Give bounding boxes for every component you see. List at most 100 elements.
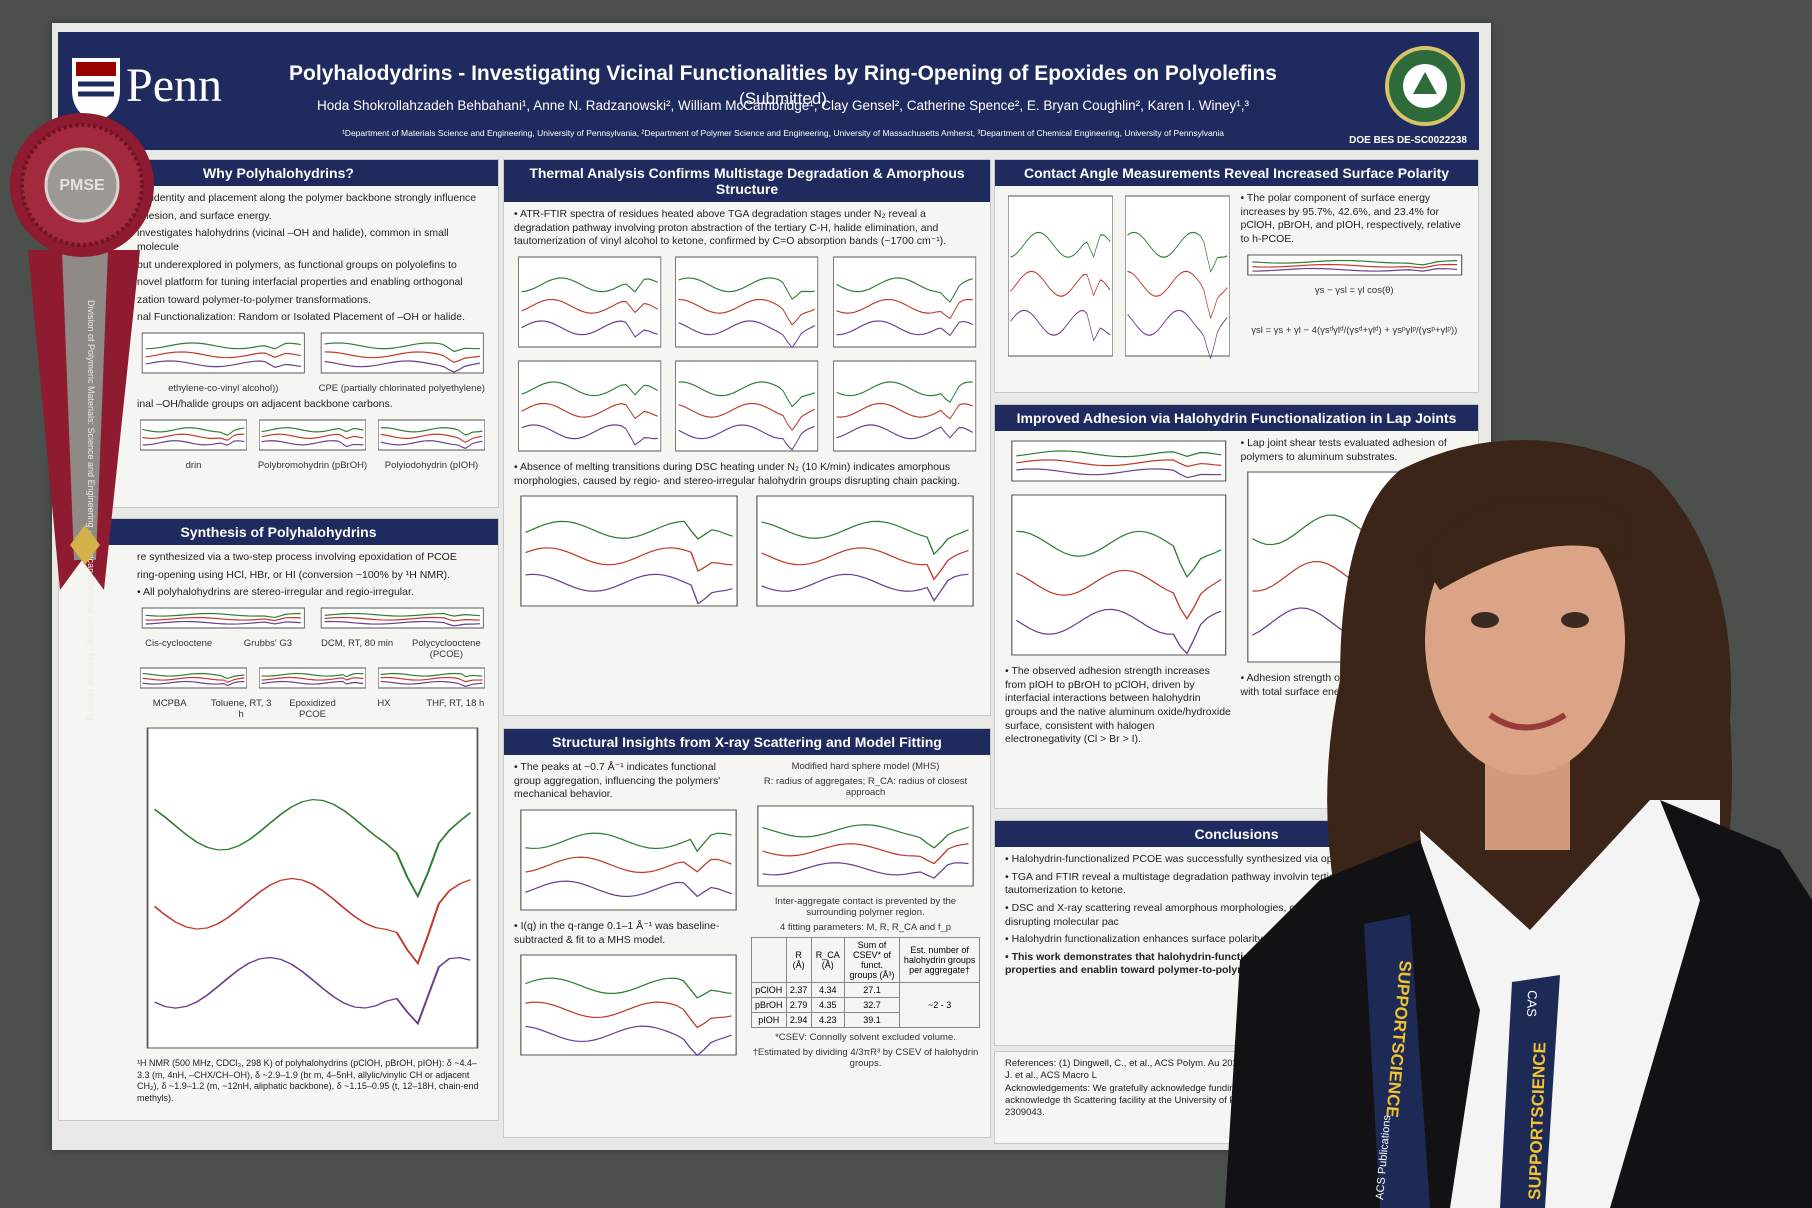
- plot-frame: [675, 360, 819, 452]
- authors: Hoda Shokrollahzadeh Behbahani¹, Anne N.…: [317, 98, 1249, 113]
- plot-curve: [142, 676, 245, 683]
- column: • The polar component of surface energy …: [1241, 192, 1469, 362]
- plot-curve: [678, 277, 816, 300]
- caption: CPE (partially chlorinated polyethylene): [318, 383, 485, 395]
- figure: [259, 419, 366, 451]
- plot-curve: [145, 351, 301, 359]
- figure-row: [514, 492, 980, 612]
- paragraph: • I(q) in the q-range 0.1–1 Å⁻¹ was base…: [514, 919, 720, 946]
- figure: [675, 360, 819, 452]
- caption: MCPBA: [152, 697, 187, 709]
- ribbon-badge: PMSE: [59, 177, 105, 194]
- paragraph: ring-opening using HCl, HBr, or HI (conv…: [137, 568, 451, 581]
- paragraph: • Halohydrin functionalization enhances …: [1005, 933, 1284, 946]
- figure-row: [514, 951, 743, 1061]
- figure: [757, 805, 974, 887]
- column: • The peaks at ~0.7 Å⁻¹ indicates functi…: [514, 761, 743, 1069]
- plot-curve: [521, 402, 658, 420]
- plot-curve: [261, 426, 364, 433]
- plot-curve: [761, 573, 969, 603]
- figure-row: [137, 329, 488, 379]
- figure-row: [137, 416, 488, 456]
- plot-curve: [261, 439, 364, 447]
- caption: γs − γsl = γl cos(θ): [1314, 284, 1394, 296]
- figure: [378, 667, 485, 689]
- plot-curve: [836, 277, 973, 303]
- plot-curve: [153, 877, 472, 966]
- figure: [140, 667, 247, 689]
- caption: drin: [185, 459, 202, 471]
- plot-curve: [153, 956, 471, 1026]
- plot-curve: [380, 426, 483, 436]
- caption: Polybromohydrin (pBrOH): [257, 459, 368, 471]
- plot-curve: [836, 424, 973, 440]
- poster-section: Thermal Analysis Confirms Multistage Deg…: [503, 159, 991, 716]
- plot-frame: [520, 495, 738, 607]
- penn-shield: [72, 58, 120, 122]
- caption-row: drin Polybromohydrin (pBrOH) Polyiodohydri…: [137, 460, 488, 471]
- paragraph: • The observed adhesion strength increas…: [1005, 665, 1231, 746]
- table-cell: 4.23: [810, 1012, 845, 1028]
- section-body: • The peaks at ~0.7 Å⁻¹ indicates functi…: [504, 755, 990, 1075]
- figure-row: [1005, 192, 1233, 362]
- table-header-row: R (Å) R_CA (Å) Sum of CSEV* of funct. grou…: [751, 937, 980, 983]
- paragraph: • The peaks at ~0.7 Å⁻¹ indicates functi…: [514, 761, 721, 801]
- section-body: • The polar component of surface energy …: [995, 186, 1478, 368]
- plot-curve: [762, 862, 969, 879]
- paragraph: but underexplored in polymers, as functi…: [137, 258, 457, 271]
- plot-curve: [145, 612, 301, 618]
- plot-curve: [1016, 468, 1222, 479]
- plot-curve: [762, 843, 969, 865]
- figure: [320, 607, 484, 629]
- plot-curve: [525, 977, 732, 999]
- section-body: up identity and placement along the poly…: [59, 186, 498, 477]
- plot-curve: [145, 360, 301, 369]
- table-cell: 2.94: [785, 1012, 812, 1028]
- plot-curve: [525, 520, 733, 541]
- plot-curve: [525, 856, 732, 873]
- caption: DCM, RT, 80 min: [321, 637, 394, 649]
- section-body: • ATR-FTIR spectra of residues heated ab…: [504, 202, 990, 618]
- plot-curve: [324, 616, 480, 622]
- paragraph: • ATR-FTIR spectra of residues heated ab…: [514, 208, 947, 248]
- poster-section: Contact Angle Measurements Reveal Increa…: [994, 159, 1479, 393]
- table-cell: ~2 - 3: [899, 982, 980, 1028]
- column: re synthesized via a two-step process in…: [137, 551, 488, 1105]
- figure: [1011, 440, 1227, 482]
- paragraph: dhesion, and surface energy.: [137, 209, 272, 222]
- caption: R: radius of aggregates; R_CA: radius of…: [763, 776, 968, 798]
- paragraph: novel platform for tuning interfacial pr…: [137, 276, 463, 289]
- figure: [518, 360, 662, 452]
- caption: Polyiodohydrin (pIOH): [384, 459, 479, 471]
- plot-frame: [259, 419, 366, 451]
- plot-curve: [145, 620, 301, 625]
- figure-row: [751, 802, 980, 892]
- caption: Toluene, RT, 3 h: [210, 697, 272, 720]
- figure-row: [1005, 437, 1233, 487]
- caption: *CSEV: Connolly solvent excluded volume.: [775, 1032, 956, 1043]
- caption: THF, RT, 18 h: [426, 697, 485, 709]
- plot-curve: [521, 381, 658, 397]
- section-title: Synthesis of Polyhalohydrins: [59, 519, 498, 545]
- figure-row: [514, 357, 980, 457]
- paragraph: up identity and placement along the poly…: [137, 192, 477, 204]
- plot-curve: [836, 320, 973, 337]
- caption: Epoxidized PCOE: [289, 697, 336, 720]
- caption: 4 fitting parameters: M, R, R_CA and f_p: [779, 922, 952, 933]
- plot-curve: [142, 672, 245, 679]
- section-body: re synthesized via a two-step process in…: [59, 545, 498, 1111]
- table-header: Sum of CSEV* of funct. groups (Å³): [843, 937, 901, 983]
- plot-curve: [142, 439, 245, 446]
- plot-curve: [142, 680, 245, 687]
- plot-curve: [261, 680, 364, 685]
- plot-curve: [678, 381, 816, 408]
- poster-section: Why Polyhalohydrins? up identity and plac…: [58, 159, 499, 508]
- affiliations: ¹Department of Materials Science and Eng…: [341, 128, 1225, 138]
- figure: [141, 607, 305, 629]
- plot-curve: [521, 320, 658, 338]
- plot-curve: [525, 573, 733, 605]
- figure: [675, 256, 819, 349]
- plot-curve: [836, 381, 973, 403]
- plot-curve: [261, 676, 364, 681]
- grant: DOE BES DE-SC0022238: [1349, 135, 1467, 146]
